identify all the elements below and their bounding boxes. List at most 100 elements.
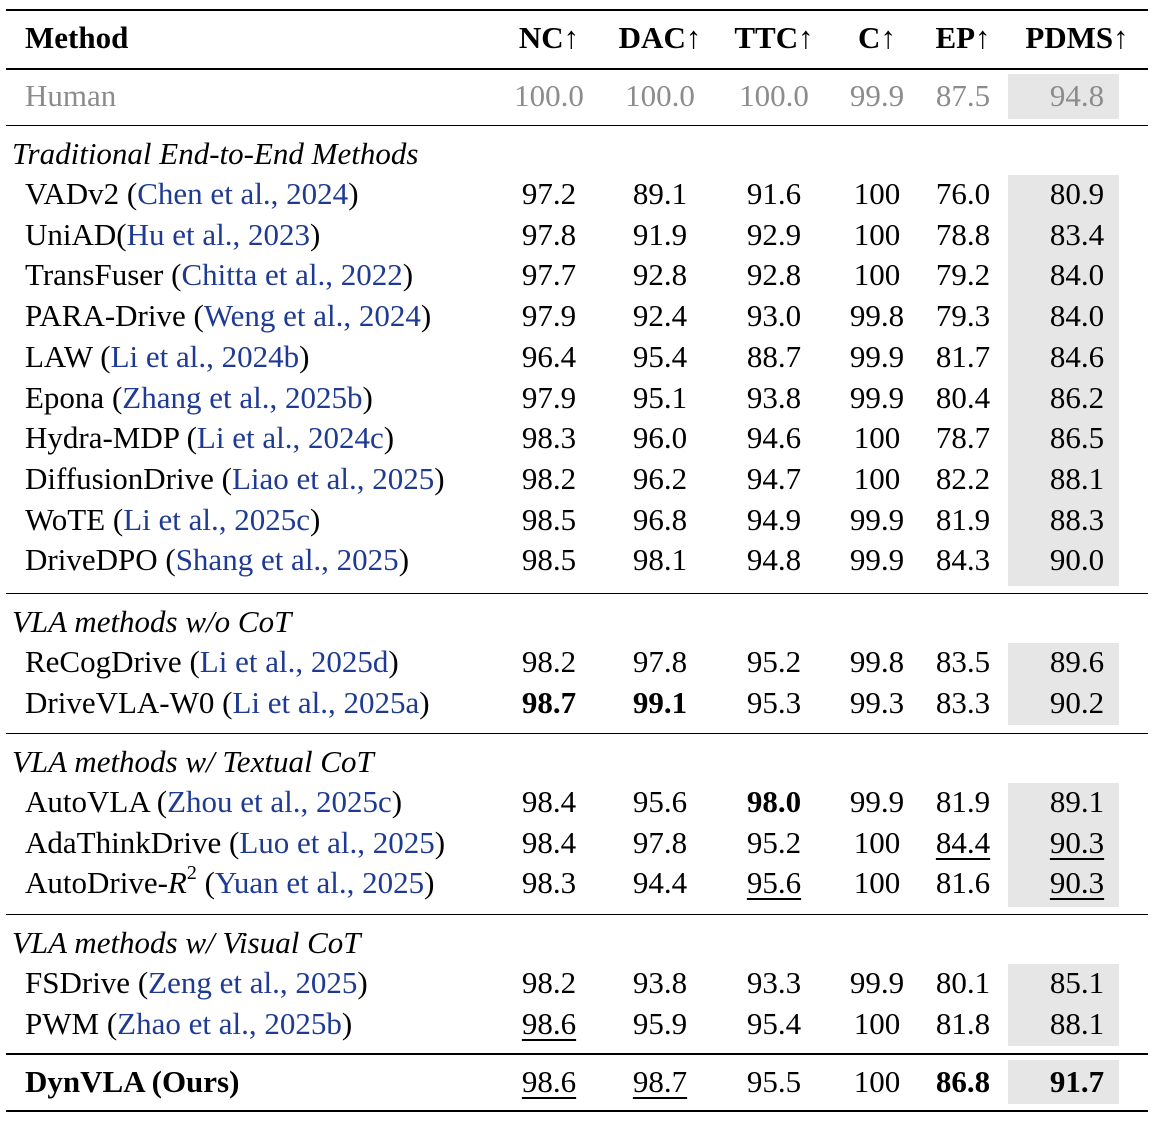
method-name: AutoVLA (Zhou et al., 2025c) bbox=[25, 784, 403, 819]
citation-link[interactable]: Yuan et al., 2025 bbox=[214, 865, 425, 901]
value-cell: 97.8 bbox=[632, 824, 688, 860]
column-header: EP↑ bbox=[935, 20, 991, 55]
value-cell: 86.2 bbox=[1049, 379, 1105, 415]
citation-link[interactable]: Zhou et al., 2025c bbox=[167, 784, 392, 819]
citation-link[interactable]: Liao et al., 2025 bbox=[231, 460, 435, 496]
citation-link[interactable]: Luo et al., 2025 bbox=[239, 824, 435, 860]
method-name: PARA-Drive (Weng et al., 2024) bbox=[25, 298, 432, 334]
citation-link[interactable]: Li et al., 2025c bbox=[123, 501, 311, 537]
value-cell: 85.1 bbox=[1049, 965, 1105, 1000]
value-cell: 95.1 bbox=[632, 379, 688, 415]
pdms-highlight-band bbox=[1008, 175, 1119, 586]
value-cell: 99.3 bbox=[849, 684, 905, 720]
method-name: ReCogDrive (Li et al., 2025d) bbox=[25, 644, 399, 679]
value-cell: 98.3 bbox=[521, 865, 577, 901]
method-name: TransFuser (Chitta et al., 2022) bbox=[25, 257, 414, 293]
citation-link[interactable]: Weng et al., 2024 bbox=[203, 298, 421, 334]
table-row: PARA-Drive (Weng et al., 2024) 97.9 92.4 93… bbox=[0, 296, 1160, 336]
value-cell: 99.9 bbox=[849, 542, 905, 578]
pdms-highlight-band bbox=[1008, 643, 1119, 725]
value-cell: 92.9 bbox=[746, 216, 802, 252]
value-cell: 94.9 bbox=[746, 501, 802, 537]
value-cell: 99.9 bbox=[849, 338, 905, 374]
value-cell: 90.3 bbox=[1049, 865, 1105, 901]
value-cell: 98.2 bbox=[521, 460, 577, 496]
value-cell: 95.4 bbox=[632, 338, 688, 374]
value-cell: 98.5 bbox=[521, 501, 577, 537]
value-cell: 96.2 bbox=[632, 460, 688, 496]
citation-link[interactable]: Li et al., 2025d bbox=[199, 644, 389, 679]
value-cell: 99.9 bbox=[849, 379, 905, 415]
value-cell: 81.9 bbox=[935, 501, 991, 537]
value-cell: 96.4 bbox=[521, 338, 577, 374]
section-title: VLA methods w/ Visual CoT bbox=[12, 925, 361, 960]
table-row: AutoVLA (Zhou et al., 2025c) 98.4 95.6 98.0… bbox=[0, 782, 1160, 822]
value-cell: 78.7 bbox=[935, 420, 991, 456]
table-row: FSDrive (Zeng et al., 2025) 98.2 93.8 93.3 9… bbox=[0, 963, 1160, 1003]
value-cell: 98.4 bbox=[521, 824, 577, 860]
citation-link[interactable]: Shang et al., 2025 bbox=[175, 542, 399, 578]
citation-link[interactable]: Zeng et al., 2025 bbox=[148, 965, 358, 1000]
method-name: DiffusionDrive (Liao et al., 2025) bbox=[25, 460, 445, 496]
value-cell: 86.5 bbox=[1049, 420, 1105, 456]
table-rule bbox=[6, 914, 1148, 915]
section-title: VLA methods w/o CoT bbox=[12, 604, 292, 639]
value-cell: 88.1 bbox=[1049, 460, 1105, 496]
human-row: Human 100.0 100.0 100.0 99.9 87.5 94.8 bbox=[0, 76, 1160, 116]
citation-link[interactable]: Zhao et al., 2025b bbox=[117, 1005, 342, 1041]
value-cell: 79.3 bbox=[935, 298, 991, 334]
method-name: Epona (Zhang et al., 2025b) bbox=[25, 379, 373, 415]
value-cell: 93.8 bbox=[632, 965, 688, 1000]
value-cell: 97.9 bbox=[521, 298, 577, 334]
value-cell: 99.9 bbox=[849, 784, 905, 819]
method-name: AdaThinkDrive (Luo et al., 2025) bbox=[25, 824, 446, 860]
pdms-highlight-band bbox=[1008, 783, 1119, 907]
method-name: PWM (Zhao et al., 2025b) bbox=[25, 1005, 353, 1041]
value-cell: 98.4 bbox=[521, 784, 577, 819]
value-cell: 95.6 bbox=[746, 865, 802, 901]
ours-row: DynVLA (Ours) 98.6 98.7 95.5 100 86.8 91.7 bbox=[0, 1062, 1160, 1102]
table-row: Epona (Zhang et al., 2025b) 97.9 95.1 93.8 9… bbox=[0, 378, 1160, 418]
value-cell: 98.2 bbox=[521, 965, 577, 1000]
value-cell: 80.4 bbox=[935, 379, 991, 415]
citation-link[interactable]: Zhang et al., 2025b bbox=[122, 379, 363, 415]
value-cell: 79.2 bbox=[935, 257, 991, 293]
value-cell: 94.4 bbox=[632, 865, 688, 901]
value-cell: 99.8 bbox=[849, 644, 905, 679]
value-cell: 100 bbox=[853, 216, 901, 252]
value-cell: 98.3 bbox=[521, 420, 577, 456]
value-cell: 99.1 bbox=[632, 684, 688, 720]
value-cell: 96.8 bbox=[632, 501, 688, 537]
citation-link[interactable]: Li et al., 2024c bbox=[196, 420, 384, 456]
method-name: LAW (Li et al., 2024b) bbox=[25, 338, 310, 374]
value-cell: 89.1 bbox=[632, 176, 688, 211]
value-cell: 100 bbox=[853, 420, 901, 456]
pdms-highlight-band bbox=[1008, 964, 1119, 1046]
value-cell: 100 bbox=[853, 257, 901, 293]
citation-link[interactable]: Li et al., 2025a bbox=[232, 684, 420, 720]
table-row: UniAD(Hu et al., 2023) 97.8 91.9 92.9 100 78.… bbox=[0, 215, 1160, 255]
citation-link[interactable]: Chitta et al., 2022 bbox=[181, 257, 403, 293]
table-rule bbox=[6, 9, 1148, 11]
citation-link[interactable]: Li et al., 2024b bbox=[110, 338, 300, 374]
value-cell: 95.5 bbox=[746, 1064, 802, 1099]
value-cell: 93.3 bbox=[746, 965, 802, 1000]
value-cell: 98.1 bbox=[632, 542, 688, 578]
method-superscript: 2 bbox=[186, 862, 197, 885]
table-row: WoTE (Li et al., 2025c) 98.5 96.8 94.9 99.9 8… bbox=[0, 500, 1160, 540]
citation-link[interactable]: Chen et al., 2024 bbox=[137, 176, 349, 211]
value-cell: 89.1 bbox=[1049, 784, 1105, 819]
value-cell: 90.2 bbox=[1049, 684, 1105, 720]
table-rule bbox=[6, 593, 1148, 594]
value-cell: 98.7 bbox=[632, 1064, 688, 1099]
value-cell: 84.4 bbox=[935, 824, 991, 860]
value-cell: 91.9 bbox=[632, 216, 688, 252]
column-header: C↑ bbox=[858, 20, 896, 55]
citation-link[interactable]: Hu et al., 2023 bbox=[126, 216, 310, 252]
value-cell: 84.6 bbox=[1049, 338, 1105, 374]
value-cell: 88.1 bbox=[1049, 1005, 1105, 1041]
value-cell: 97.8 bbox=[632, 644, 688, 679]
value-cell: 86.8 bbox=[935, 1064, 991, 1099]
value-cell: 100 bbox=[853, 176, 901, 211]
method-name: DriveDPO (Shang et al., 2025) bbox=[25, 542, 410, 578]
